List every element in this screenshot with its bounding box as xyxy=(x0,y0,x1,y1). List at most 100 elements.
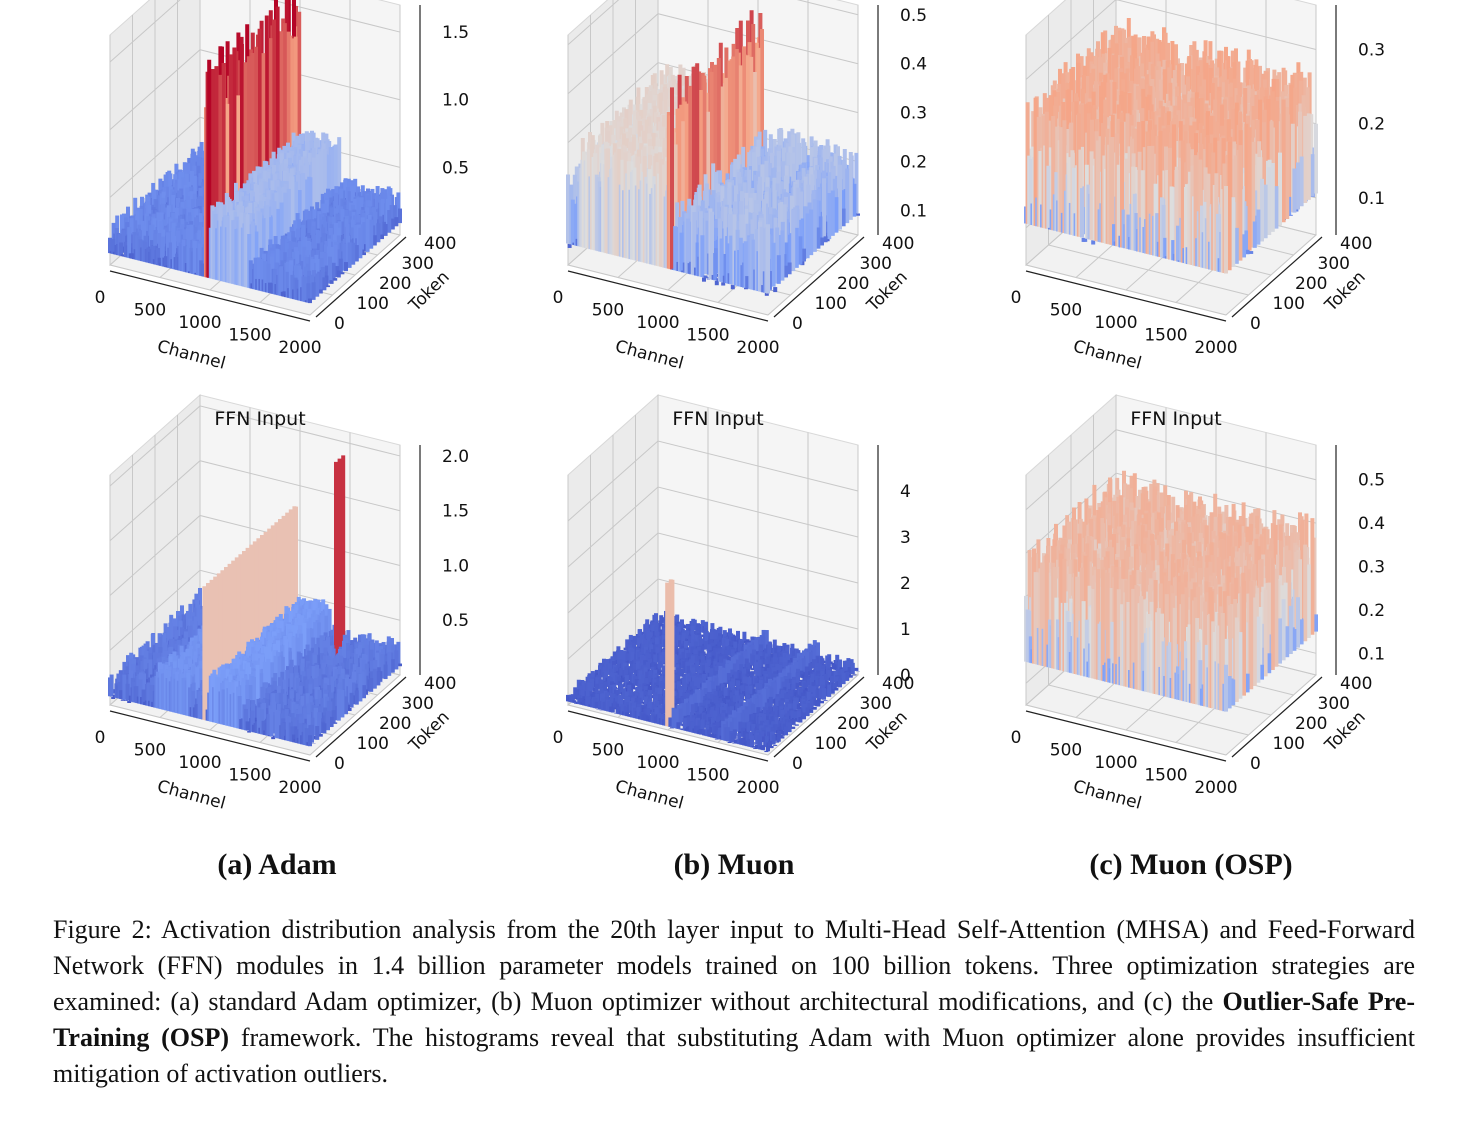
channel-tick-label: 1000 xyxy=(636,313,679,333)
token-axis-label: Token xyxy=(1321,267,1370,316)
channel-tick-label: 1000 xyxy=(1094,753,1137,773)
panel-title-c: FFN Input xyxy=(1026,408,1326,430)
channel-axis-label: Channel xyxy=(1071,336,1144,373)
channel-tick-label: 1500 xyxy=(228,766,271,786)
channel-tick-label: 0 xyxy=(1011,728,1022,748)
token-tick-label: 200 xyxy=(1295,274,1327,294)
surface-plot-b-top: 050010001500200001002003004000.10.20.30.… xyxy=(553,0,927,374)
channel-tick-label: 2000 xyxy=(736,778,779,798)
channel-tick-label: 2000 xyxy=(1194,778,1237,798)
token-tick-label: 0 xyxy=(792,754,803,774)
value-tick-label: 0.2 xyxy=(1358,115,1385,135)
channel-tick-label: 2000 xyxy=(736,338,779,358)
channel-tick-label: 1500 xyxy=(1144,326,1187,346)
value-tick-label: 0.5 xyxy=(1358,471,1385,491)
value-tick-label: 0.3 xyxy=(1358,558,1385,578)
token-axis-label: Token xyxy=(405,267,454,316)
channel-tick-label: 0 xyxy=(553,288,564,308)
value-tick-label: 4 xyxy=(900,482,911,502)
token-tick-label: 400 xyxy=(1340,234,1372,254)
panel-title-b: FFN Input xyxy=(568,408,868,430)
channel-tick-label: 1500 xyxy=(686,326,729,346)
token-axis-label: Token xyxy=(863,707,912,756)
value-tick-label: 1 xyxy=(900,620,911,640)
token-tick-label: 200 xyxy=(837,274,869,294)
channel-axis-label: Channel xyxy=(155,336,228,373)
token-tick-label: 300 xyxy=(402,254,434,274)
token-tick-label: 0 xyxy=(1250,314,1261,334)
value-tick-label: 0.4 xyxy=(1358,514,1385,534)
value-tick-label: 2.0 xyxy=(442,447,469,467)
token-axis-label: Token xyxy=(405,707,454,756)
channel-tick-label: 500 xyxy=(592,301,624,321)
value-tick-label: 0.1 xyxy=(900,202,927,222)
value-tick-label: 0.5 xyxy=(442,158,469,178)
value-tick-label: 0.5 xyxy=(442,611,469,631)
channel-tick-label: 2000 xyxy=(278,778,321,798)
value-tick-label: 0.5 xyxy=(900,6,927,26)
channel-tick-label: 500 xyxy=(592,741,624,761)
surface-plot-c-bottom: 050010001500200001002003004000.10.20.30.… xyxy=(1011,395,1385,814)
surface-plot-a-bottom: 050010001500200001002003004000.51.01.52.… xyxy=(95,395,469,814)
token-tick-label: 100 xyxy=(357,734,389,754)
value-tick-label: 1.5 xyxy=(442,23,469,43)
figure-caption: Figure 2: Activation distribution analys… xyxy=(53,912,1415,1092)
value-tick-label: 0.3 xyxy=(900,104,927,124)
token-tick-label: 0 xyxy=(1250,754,1261,774)
token-tick-label: 200 xyxy=(379,274,411,294)
channel-tick-label: 500 xyxy=(134,741,166,761)
token-tick-label: 0 xyxy=(334,314,345,334)
token-tick-label: 200 xyxy=(837,714,869,734)
sub-caption-muon: (b) Muon xyxy=(534,848,934,882)
channel-tick-label: 1000 xyxy=(636,753,679,773)
token-axis-label: Token xyxy=(863,267,912,316)
channel-axis-label: Channel xyxy=(613,336,686,373)
token-tick-label: 100 xyxy=(1273,734,1305,754)
sub-caption-adam: (a) Adam xyxy=(77,848,477,882)
value-tick-label: 1.0 xyxy=(442,91,469,111)
token-tick-label: 300 xyxy=(860,694,892,714)
channel-axis-label: Channel xyxy=(1071,776,1144,813)
surface-plot-c-top: 050010001500200001002003004000.10.20.3Ch… xyxy=(1011,0,1385,374)
panel-title-a: FFN Input xyxy=(110,408,410,430)
value-tick-label: 0.2 xyxy=(900,153,927,173)
value-tick-label: 1.5 xyxy=(442,502,469,522)
channel-tick-label: 500 xyxy=(134,301,166,321)
value-tick-label: 0.1 xyxy=(1358,189,1385,209)
sub-caption-muon-osp: (c) Muon (OSP) xyxy=(991,848,1391,882)
token-tick-label: 300 xyxy=(1318,254,1350,274)
caption-text-2: framework. The histograms reveal that su… xyxy=(53,1023,1415,1088)
channel-tick-label: 0 xyxy=(553,728,564,748)
token-tick-label: 100 xyxy=(815,294,847,314)
value-tick-label: 0.2 xyxy=(1358,601,1385,621)
channel-tick-label: 500 xyxy=(1050,301,1082,321)
token-tick-label: 400 xyxy=(424,234,456,254)
channel-tick-label: 1000 xyxy=(1094,313,1137,333)
channel-tick-label: 2000 xyxy=(278,338,321,358)
value-tick-label: 0.3 xyxy=(1358,41,1385,61)
token-tick-label: 100 xyxy=(1273,294,1305,314)
channel-tick-label: 0 xyxy=(1011,288,1022,308)
channel-tick-label: 1500 xyxy=(228,326,271,346)
caption-text-1: Figure 2: Activation distribution analys… xyxy=(53,915,1415,1016)
token-tick-label: 200 xyxy=(1295,714,1327,734)
token-tick-label: 300 xyxy=(860,254,892,274)
channel-tick-label: 1000 xyxy=(178,313,221,333)
token-tick-label: 300 xyxy=(1318,694,1350,714)
value-tick-label: 3 xyxy=(900,528,911,548)
token-tick-label: 100 xyxy=(815,734,847,754)
surface-plot-a-top: 050010001500200001002003004000.51.01.5Ch… xyxy=(95,0,469,374)
channel-axis-label: Channel xyxy=(155,776,228,813)
value-tick-label: 0 xyxy=(900,666,911,686)
value-tick-label: 1.0 xyxy=(442,556,469,576)
value-tick-label: 0.1 xyxy=(1358,644,1385,664)
token-tick-label: 400 xyxy=(1340,674,1372,694)
token-tick-label: 0 xyxy=(334,754,345,774)
channel-tick-label: 1000 xyxy=(178,753,221,773)
channel-tick-label: 0 xyxy=(95,728,106,748)
channel-tick-label: 1500 xyxy=(686,766,729,786)
token-tick-label: 300 xyxy=(402,694,434,714)
value-tick-label: 0.4 xyxy=(900,55,927,75)
token-tick-label: 0 xyxy=(792,314,803,334)
